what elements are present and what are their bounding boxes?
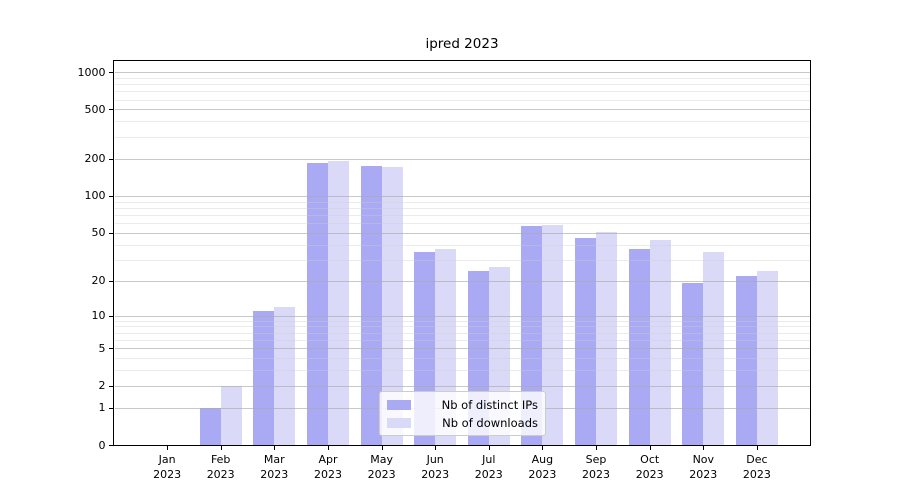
y-tick-label: 2 — [98, 379, 106, 393]
bar-distinct-ips — [307, 162, 328, 445]
x-tick-year: 2023 — [314, 468, 342, 481]
x-tick-mark — [596, 445, 597, 450]
x-tick-year: 2023 — [635, 468, 664, 481]
y-tick-label: 1 — [98, 401, 106, 415]
y-tick-mark — [109, 348, 113, 350]
chart-title: ipred 2023 — [425, 36, 499, 52]
x-tick-month: Oct — [640, 453, 660, 466]
x-tick-month: May — [370, 453, 393, 466]
x-tick-year: 2023 — [367, 468, 396, 481]
x-tick-month: Nov — [692, 453, 715, 466]
x-tick-mark — [220, 445, 222, 450]
y-tick-mark — [109, 407, 113, 409]
x-tick-label: Jul 2023 — [459, 452, 519, 482]
x-tick-year: 2023 — [474, 468, 503, 481]
y-tick-mark — [109, 195, 113, 197]
bar-distinct-ips — [199, 407, 221, 445]
x-tick-mark — [649, 445, 651, 450]
legend-swatch-downloads — [387, 417, 411, 428]
bar-downloads — [596, 231, 617, 445]
bar-downloads — [220, 385, 242, 445]
plot-area — [113, 60, 811, 446]
x-tick-month: Feb — [210, 453, 231, 466]
bar-downloads — [274, 306, 296, 445]
y-tick-mark — [109, 445, 113, 446]
bar-distinct-ips — [628, 248, 650, 445]
x-tick-label: Aug 2023 — [512, 452, 572, 482]
y-tick-label: 5 — [98, 341, 106, 355]
bar-downloads — [649, 239, 671, 445]
x-tick-month: Aug — [531, 453, 554, 466]
bar-downloads — [756, 271, 778, 445]
y-tick-mark — [109, 232, 113, 234]
x-tick-year: 2023 — [421, 468, 450, 481]
y-tick-label: 1000 — [77, 65, 106, 79]
bar-distinct-ips — [735, 275, 757, 445]
y-tick-label: 10 — [91, 309, 106, 323]
bar-distinct-ips — [360, 165, 382, 445]
y-tick-label: 50 — [91, 226, 106, 240]
x-tick-month: Jul — [482, 453, 496, 466]
bar-downloads — [542, 224, 564, 445]
x-tick-year: 2023 — [153, 468, 182, 481]
x-tick-label: Jun 2023 — [405, 452, 465, 482]
bar-downloads — [703, 251, 725, 445]
bar-downloads — [328, 160, 349, 445]
y-tick-mark — [109, 109, 113, 111]
x-tick-year: 2023 — [689, 468, 718, 481]
x-tick-label: Apr 2023 — [298, 452, 358, 482]
x-tick-label: Sep 2023 — [566, 452, 626, 482]
y-tick-mark — [109, 315, 113, 317]
legend-item-distinct-ips: Nb of distinct IPs — [387, 398, 538, 412]
x-tick-mark — [435, 445, 437, 450]
x-tick-month: Sep — [585, 453, 607, 466]
x-tick-label: May 2023 — [352, 452, 412, 482]
bar-downloads — [381, 166, 403, 445]
legend-label-downloads: Nb of downloads — [442, 415, 538, 430]
bar-distinct-ips — [575, 238, 596, 445]
x-tick-mark — [488, 445, 490, 450]
y-tick-label: 0 — [98, 438, 106, 452]
y-tick-mark — [109, 385, 113, 387]
x-tick-label: Mar 2023 — [244, 452, 304, 482]
x-tick-year: 2023 — [260, 468, 289, 481]
y-tick-mark — [109, 280, 113, 282]
x-tick-label: Oct 2023 — [620, 452, 680, 482]
y-tick-mark — [109, 72, 113, 73]
x-tick-label: Nov 2023 — [673, 452, 733, 482]
x-tick-mark — [703, 445, 705, 450]
x-tick-mark — [328, 445, 329, 450]
x-tick-mark — [381, 445, 383, 450]
x-tick-year: 2023 — [528, 468, 557, 481]
x-tick-label: Jan 2023 — [137, 452, 197, 482]
y-tick-label: 100 — [84, 189, 106, 203]
x-tick-month: Jun — [426, 453, 444, 466]
x-tick-mark — [167, 445, 169, 450]
y-tick-label: 500 — [84, 102, 106, 116]
x-tick-label: Dec 2023 — [727, 452, 787, 482]
x-tick-year: 2023 — [582, 468, 610, 481]
bar-distinct-ips — [682, 283, 704, 445]
legend-swatch-distinct-ips — [387, 399, 411, 410]
x-tick-mark — [542, 445, 544, 450]
bar-distinct-ips — [253, 310, 275, 445]
legend-item-downloads: Nb of downloads — [387, 416, 538, 430]
x-tick-label: Feb 2023 — [191, 452, 251, 482]
x-tick-month: Jan — [158, 453, 176, 466]
legend-label-distinct-ips: Nb of distinct IPs — [441, 397, 538, 412]
x-tick-mark — [756, 445, 758, 450]
y-tick-label: 20 — [91, 274, 106, 288]
x-tick-year: 2023 — [742, 468, 771, 481]
x-tick-month: Apr — [318, 453, 338, 466]
legend: Nb of distinct IPs Nb of downloads — [379, 391, 546, 436]
x-tick-month: Mar — [263, 453, 285, 466]
y-tick-mark — [109, 158, 113, 160]
x-tick-mark — [274, 445, 276, 450]
y-tick-label: 200 — [84, 152, 106, 166]
x-tick-year: 2023 — [206, 468, 235, 481]
x-tick-month: Dec — [746, 453, 768, 466]
